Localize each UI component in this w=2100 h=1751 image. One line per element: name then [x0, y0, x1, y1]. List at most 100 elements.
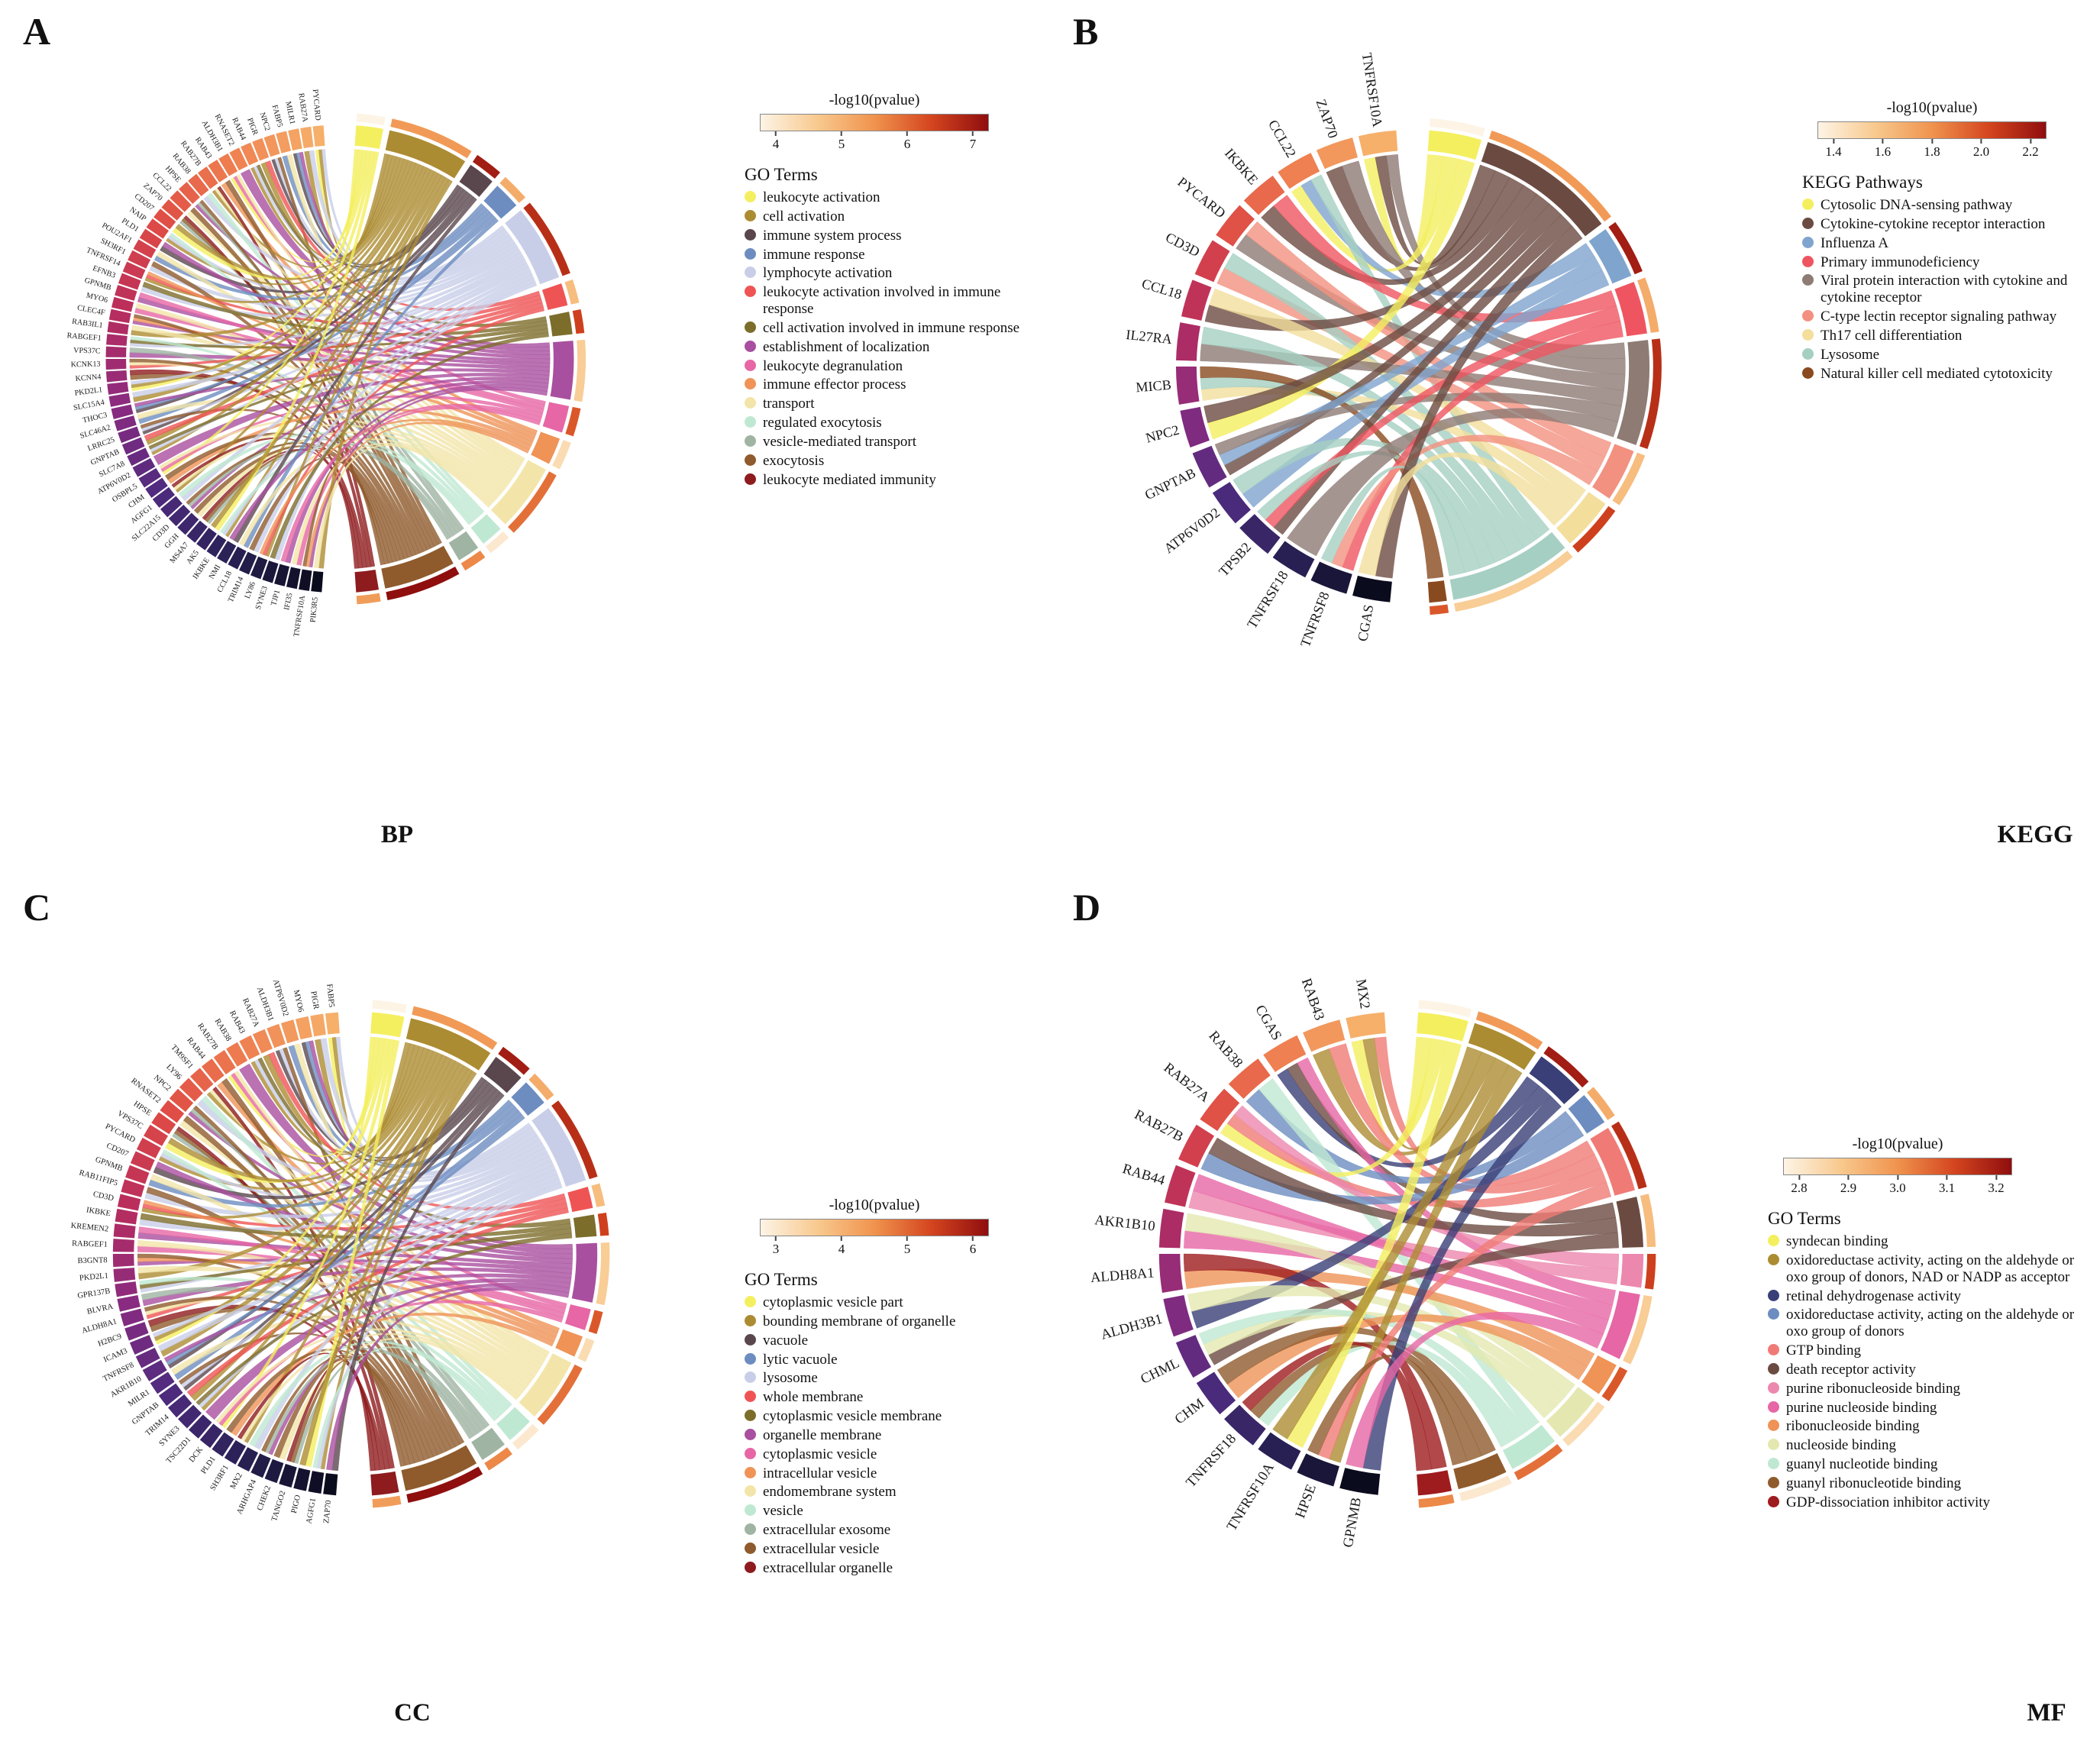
colorbar-tick: 2.9 [1840, 1175, 1856, 1196]
legend-item: lysosome [745, 1370, 1039, 1387]
term-arc [555, 1329, 583, 1357]
gene-label: RAB44 [1120, 1161, 1166, 1189]
gene-label: RAB11FIP5 [78, 1168, 118, 1187]
legend-term-label: cytoplasmic vesicle part [763, 1294, 903, 1310]
term-pvalue-arc [1587, 1087, 1615, 1120]
gene-arc [1352, 575, 1392, 603]
legend-term-label: cell activation [763, 208, 845, 225]
term-pvalue-arc [512, 1423, 539, 1450]
term-pvalue-arc [472, 154, 500, 179]
chord-ribbon [244, 1065, 469, 1443]
gene-arc [158, 1383, 183, 1407]
legend-item: purine ribonucleoside binding [1768, 1381, 2089, 1397]
gene-arc [115, 1208, 138, 1225]
chord-ribbon [1346, 1312, 1604, 1468]
term-arc [531, 1107, 586, 1187]
colorbar-tick: 3.2 [1988, 1175, 2005, 1196]
gene-label: IKBKE [1222, 145, 1262, 187]
tick-label: 4 [772, 137, 780, 151]
legend-title: GO Terms [745, 165, 818, 184]
gene-label: TANGO2 [270, 1490, 287, 1523]
legend-item: guanyl ribonucleotide binding [1768, 1475, 2089, 1492]
chord-ribbon [160, 1058, 456, 1357]
legend-term-label: oxidoreductase activity, acting on the a… [1786, 1252, 2075, 1285]
gene-arc [252, 137, 270, 161]
term-pvalue-arc [412, 1006, 498, 1050]
gene-arc [218, 153, 238, 176]
legend-color-dot [1768, 1439, 1779, 1451]
tick-label: 5 [838, 137, 845, 151]
gene-arc [144, 1124, 169, 1146]
gene-arc [1297, 1453, 1339, 1487]
colorbar-tick: 7 [970, 131, 976, 152]
legend-item: Lysosome [1802, 347, 2089, 363]
legend-item: whole membrane [745, 1389, 1039, 1406]
gene-label: RAB27A [296, 92, 309, 123]
chord-ribbon [305, 422, 530, 567]
gene-arc [1175, 367, 1200, 405]
legend-item: nucleoside binding [1768, 1437, 2089, 1454]
legend-item: vesicle [745, 1503, 1039, 1520]
legend-term-label: syndecan binding [1786, 1233, 1888, 1249]
chord-ribbon [254, 1058, 541, 1182]
term-arc [490, 460, 546, 525]
gene-arc [125, 1165, 150, 1184]
legend-item: purine nucleoside binding [1768, 1400, 2089, 1417]
gene-arc [1303, 1019, 1346, 1052]
gene-arc [115, 285, 137, 301]
legend-item: retinal dehydrogenase activity [1768, 1288, 2089, 1305]
gene-label: TNFRSF10A [1359, 52, 1385, 128]
gene-arc [115, 1281, 137, 1297]
legend: -log10(pvalue) 3 4 5 6 GO Terms cytoplasmic… [745, 1197, 1039, 1579]
term-pvalue-arc [386, 566, 460, 601]
term-arc [1502, 1424, 1556, 1469]
gene-arc [136, 1137, 161, 1158]
chord-ribbon [131, 255, 525, 385]
legend-item: GDP-dissociation inhibitor activity [1768, 1494, 2089, 1511]
legend-item: leukocyte degranulation [745, 358, 1035, 375]
term-pvalue-arc [1488, 130, 1611, 222]
legend-item: Cytokine-cytokine receptor interaction [1802, 216, 2089, 233]
chord-ribbon [142, 1267, 572, 1307]
gene-arc [250, 556, 268, 580]
gene-label: CLEC4F [76, 304, 105, 318]
legend: -log10(pvalue) 4 5 6 7 GO Terms leukocyte a… [745, 92, 1035, 491]
term-pvalue-arc [597, 1212, 609, 1236]
legend-term-label: regulated exocytosis [763, 415, 882, 431]
gene-arc [189, 1414, 212, 1439]
gene-arc [130, 1151, 155, 1171]
chord-ribbon [274, 281, 538, 561]
gene-arc [160, 1100, 185, 1123]
gene-label: TJP1 [270, 589, 282, 606]
chord-ribbon [155, 1038, 390, 1345]
term-arc [571, 1242, 598, 1303]
gene-label: IL27RA [1126, 327, 1173, 347]
gene-arc [286, 567, 301, 590]
tick-label: 3 [772, 1242, 780, 1256]
legend-color-dot [1768, 1381, 1779, 1394]
gene-arc [177, 512, 199, 535]
chord-ribbon [1184, 1230, 1609, 1335]
term-pvalue-arc [577, 1337, 595, 1362]
gene-label: RAB43 [1298, 976, 1328, 1022]
term-pvalue-arc [1459, 1475, 1512, 1501]
gene-arc [280, 1019, 299, 1044]
chord-ribbon [1220, 1038, 1447, 1178]
legend-item: intracellular vesicle [745, 1465, 1039, 1482]
legend-color-dot [1802, 347, 1814, 360]
term-arc [1481, 142, 1602, 237]
terms-legend-list: cytoplasmic vesicle part bounding membran… [745, 1294, 1039, 1577]
gene-arc [274, 564, 290, 586]
chord-ribbon [254, 1178, 561, 1450]
tick-mark [1980, 139, 1982, 144]
gene-label: H2BC9 [97, 1333, 123, 1349]
legend-item: death receptor activity [1768, 1362, 2089, 1378]
chord-ribbon [186, 1207, 569, 1397]
colorbar-gradient [760, 1219, 989, 1236]
legend-item: lymphocyte activation [745, 265, 1035, 282]
gene-arc [152, 486, 176, 508]
gene-arc [1196, 1371, 1236, 1415]
term-arc [519, 1353, 572, 1417]
term-pvalue-arc [523, 202, 570, 276]
